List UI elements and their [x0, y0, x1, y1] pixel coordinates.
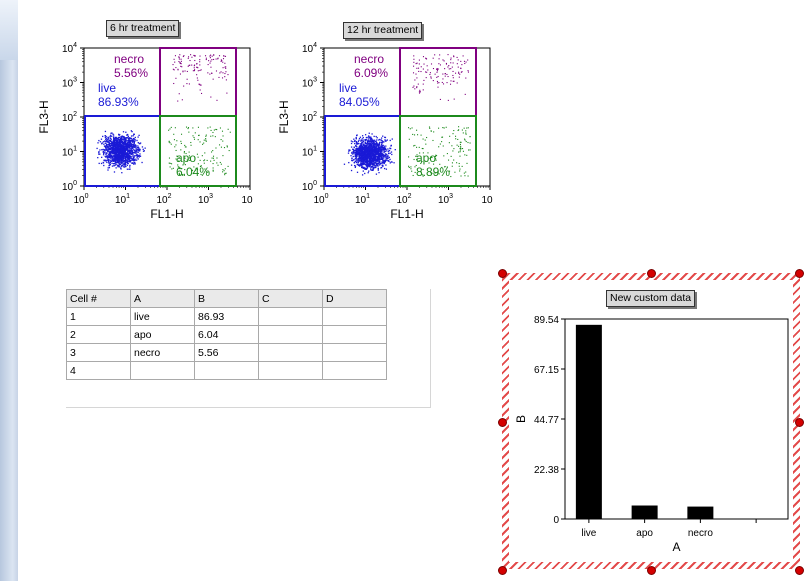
x-tick-label: 10 — [481, 195, 493, 206]
table-cell[interactable]: live — [130, 307, 195, 326]
gate-live — [324, 115, 401, 187]
resize-handle-top-right[interactable] — [795, 269, 804, 278]
x-tick-label: 10 — [241, 195, 253, 206]
table-cell[interactable]: 5.56 — [194, 343, 259, 362]
resize-handle-top-left[interactable] — [498, 269, 507, 278]
gate-apo-pct: 8.89% — [416, 165, 450, 179]
resize-handle-bottom-left[interactable] — [498, 566, 507, 575]
x-tick-label: 101 — [355, 193, 370, 206]
table-cell[interactable] — [130, 361, 195, 380]
x-tick-label: 100 — [73, 193, 88, 206]
plot2-title[interactable]: 12 hr treatment — [343, 22, 423, 39]
y-tick-label: 104 — [302, 42, 317, 55]
chart-selection-frame[interactable] — [502, 273, 800, 569]
table-cell[interactable]: apo — [130, 325, 195, 344]
resize-handle-left[interactable] — [498, 418, 507, 427]
gate-necro — [159, 47, 237, 117]
x-tick-label: 101 — [115, 193, 130, 206]
table-cell[interactable]: 86.93 — [194, 307, 259, 326]
table-cell[interactable]: 6.04 — [194, 325, 259, 344]
gate-live-pct: 86.93% — [98, 95, 139, 109]
x-tick-label: 102 — [156, 193, 171, 206]
gate-necro-pct: 5.56% — [114, 66, 148, 80]
scatter-points — [96, 54, 231, 176]
data-grid[interactable]: Cell # A B C D 1 live 86.93 2 apo 6.04 3 necro 5.56 4 — [66, 289, 431, 408]
table-header-row: Cell # A B C D — [66, 289, 387, 308]
row-number-cell[interactable]: 1 — [66, 307, 131, 326]
resize-handle-bottom-right[interactable] — [795, 566, 804, 575]
column-header[interactable]: D — [322, 289, 387, 308]
table-cell[interactable] — [258, 343, 323, 362]
x-axis-label: FL1-H — [150, 207, 183, 221]
resize-handle-bottom[interactable] — [647, 566, 656, 575]
y-tick-label: 104 — [62, 42, 77, 55]
resize-handle-right[interactable] — [795, 418, 804, 427]
y-tick-label: 101 — [62, 146, 77, 159]
y-tick-label: 100 — [302, 180, 317, 193]
gate-apo — [399, 115, 477, 187]
row-number-cell[interactable]: 4 — [66, 361, 131, 380]
strip-highlight — [0, 0, 18, 60]
gate-apo-name: apo — [176, 151, 196, 165]
y-tick-label: 102 — [62, 111, 77, 124]
x-tick-label: 102 — [396, 193, 411, 206]
table-cell[interactable] — [258, 307, 323, 326]
gate-live-name: live — [339, 81, 357, 95]
table-cell[interactable] — [258, 361, 323, 380]
x-axis-label: FL1-H — [390, 207, 423, 221]
y-tick-label: 100 — [62, 180, 77, 193]
table-cell[interactable] — [322, 307, 387, 326]
plot1-title[interactable]: 6 hr treatment — [106, 20, 180, 37]
data-table[interactable]: Cell # A B C D 1 live 86.93 2 apo 6.04 3 necro 5.56 4 — [66, 289, 387, 380]
column-header[interactable]: C — [258, 289, 323, 308]
table-cell[interactable]: necro — [130, 343, 195, 362]
gate-necro-name: necro — [354, 52, 384, 66]
custom-chart-title[interactable]: New custom data — [606, 290, 696, 307]
table-row: 3 necro 5.56 — [66, 343, 387, 362]
gate-apo — [159, 115, 237, 187]
x-tick-label: 103 — [438, 193, 453, 206]
y-axis-label: FL3-H — [277, 100, 291, 133]
row-number-cell[interactable]: 3 — [66, 343, 131, 362]
plot-frame — [83, 47, 251, 187]
column-header[interactable]: Cell # — [66, 289, 131, 308]
gate-necro-name: necro — [114, 52, 144, 66]
y-tick-label: 102 — [302, 111, 317, 124]
table-row: 2 apo 6.04 — [66, 325, 387, 344]
gate-live-pct: 84.05% — [339, 95, 380, 109]
column-header[interactable]: A — [130, 289, 195, 308]
gate-necro — [399, 47, 477, 117]
column-header[interactable]: B — [194, 289, 259, 308]
table-cell[interactable] — [258, 325, 323, 344]
table-cell[interactable] — [322, 343, 387, 362]
table-cell[interactable] — [194, 361, 259, 380]
table-cell[interactable] — [322, 361, 387, 380]
y-tick-label: 101 — [302, 146, 317, 159]
x-tick-label: 103 — [198, 193, 213, 206]
gate-apo-name: apo — [416, 151, 436, 165]
gate-apo-pct: 6.04% — [176, 165, 210, 179]
table-row: 1 live 86.93 — [66, 307, 387, 326]
y-tick-label: 103 — [302, 77, 317, 90]
gate-necro-pct: 6.09% — [354, 66, 388, 80]
gate-live-name: live — [98, 81, 116, 95]
gate-live — [84, 115, 161, 187]
chart-selection-inner — [509, 280, 793, 562]
row-number-cell[interactable]: 2 — [66, 325, 131, 344]
scatter-points — [343, 54, 471, 178]
table-cell[interactable] — [322, 325, 387, 344]
table-row: 4 — [66, 361, 387, 380]
x-tick-label: 100 — [313, 193, 328, 206]
plot-frame — [323, 47, 491, 187]
resize-handle-top[interactable] — [647, 269, 656, 278]
y-tick-label: 103 — [62, 77, 77, 90]
y-axis-label: FL3-H — [37, 100, 51, 133]
left-scroll-strip — [0, 0, 18, 581]
